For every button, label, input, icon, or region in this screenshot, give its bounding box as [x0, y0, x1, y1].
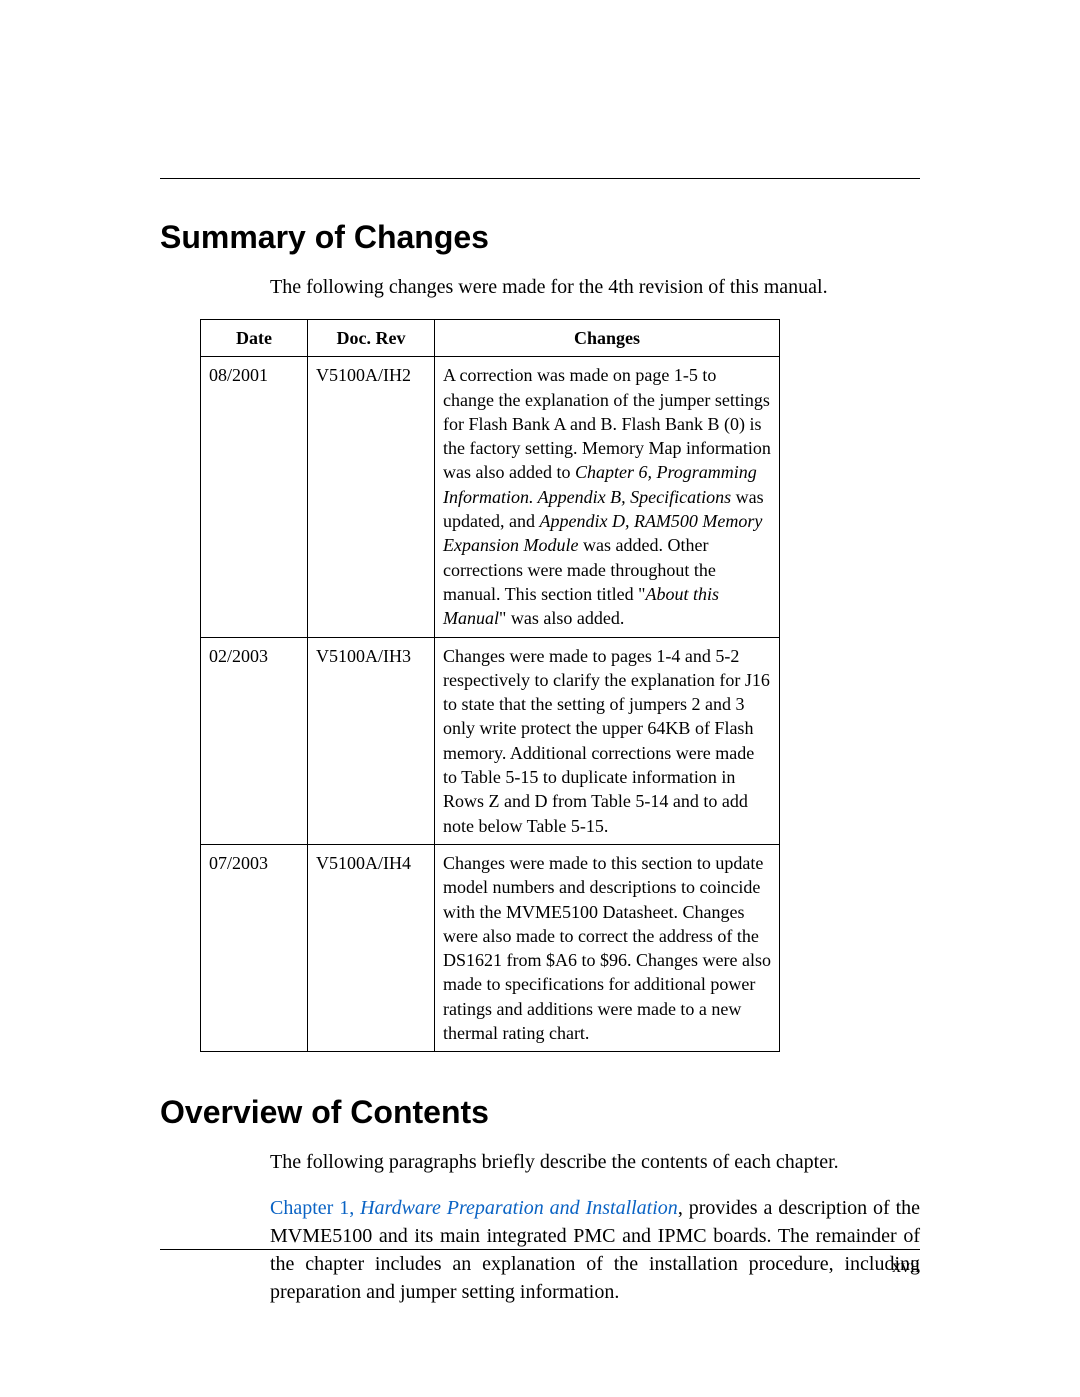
- table-row: 08/2001 V5100A/IH2 A correction was made…: [201, 357, 780, 637]
- summary-intro: The following changes were made for the …: [270, 274, 920, 301]
- page-footer: xvii: [160, 1209, 920, 1277]
- table-row: 02/2003 V5100A/IH3 Changes were made to …: [201, 637, 780, 844]
- col-changes: Changes: [435, 320, 780, 357]
- col-rev: Doc. Rev: [308, 320, 435, 357]
- table-row: 07/2003 V5100A/IH4 Changes were made to …: [201, 844, 780, 1051]
- cell-date: 08/2001: [201, 357, 308, 637]
- document-page: Summary of Changes The following changes…: [0, 0, 1080, 1306]
- cell-changes: Changes were made to pages 1-4 and 5-2 r…: [435, 637, 780, 844]
- cell-changes: Changes were made to this section to upd…: [435, 844, 780, 1051]
- page-number: xvii: [160, 1256, 920, 1277]
- cell-date: 07/2003: [201, 844, 308, 1051]
- col-date: Date: [201, 320, 308, 357]
- changes-table: Date Doc. Rev Changes 08/2001 V5100A/IH2…: [200, 319, 780, 1052]
- footer-rule: [160, 1249, 920, 1250]
- cell-date: 02/2003: [201, 637, 308, 844]
- table-header-row: Date Doc. Rev Changes: [201, 320, 780, 357]
- summary-heading: Summary of Changes: [160, 219, 920, 256]
- cell-rev: V5100A/IH4: [308, 844, 435, 1051]
- cell-rev: V5100A/IH2: [308, 357, 435, 637]
- overview-heading: Overview of Contents: [160, 1094, 920, 1131]
- cell-rev: V5100A/IH3: [308, 637, 435, 844]
- cell-changes: A correction was made on page 1-5 to cha…: [435, 357, 780, 637]
- overview-intro: The following paragraphs briefly describ…: [270, 1149, 920, 1176]
- top-rule: [160, 178, 920, 179]
